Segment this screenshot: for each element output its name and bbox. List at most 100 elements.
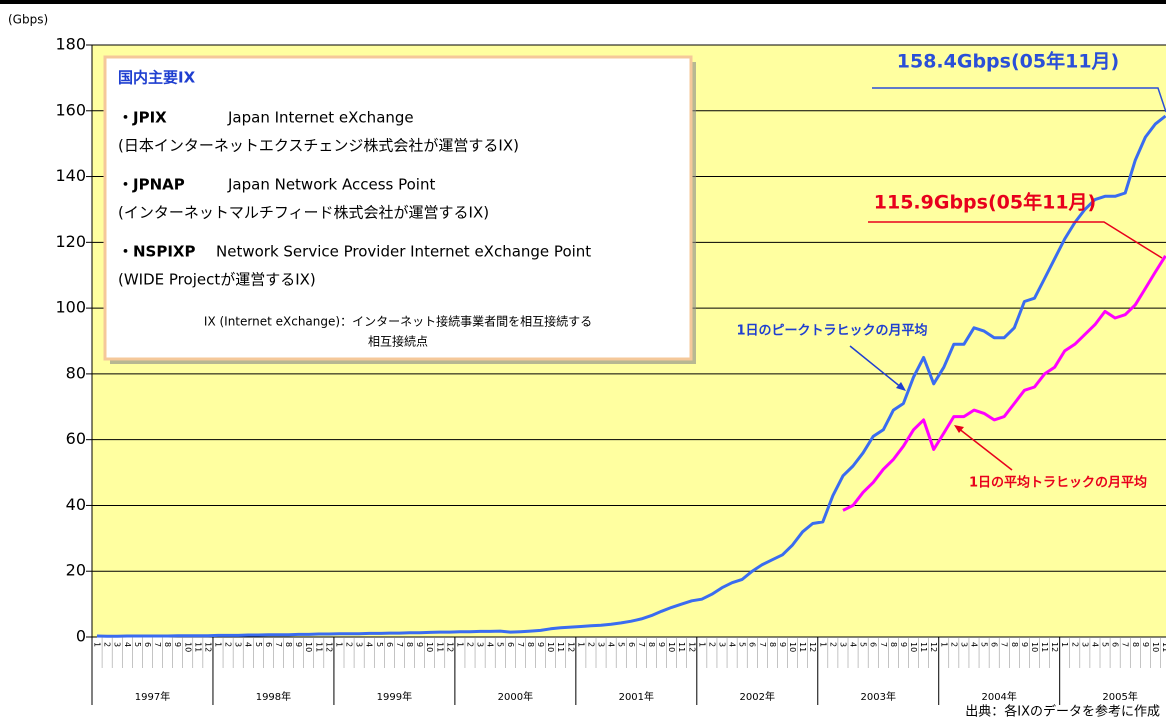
x-tick-label: 10 [1030,642,1039,652]
y-tick-label: 180 [55,35,86,54]
avg-series-label: 1日の平均トラヒックの月平均 [969,475,1147,491]
x-tick-label: 7 [758,642,767,647]
year-label: 1997年 [135,690,170,703]
x-tick-label: 1 [93,642,102,647]
x-tick-label: 8 [526,642,535,647]
x-tick-label: 8 [768,642,777,647]
x-tick-label: 6 [264,642,273,647]
x-tick-label: 6 [385,642,394,647]
x-tick-label: 11 [314,642,323,652]
x-tick-label: 2 [1070,642,1079,647]
x-tick-label: 10 [425,642,434,652]
x-tick-label: 3 [838,642,847,647]
x-tick-label: 2 [224,642,233,647]
item-abbr: ・JPIX [118,109,167,127]
x-tick-label: 2 [828,642,837,647]
x-tick-label: 7 [516,642,525,647]
item-name: Japan Internet eXchange [227,109,414,127]
x-tick-label: 7 [879,642,888,647]
x-tick-label: 9 [778,642,787,647]
y-tick-label: 40 [66,495,86,514]
x-tick-label: 9 [294,642,303,647]
x-tick-label: 6 [143,642,152,647]
x-tick-label: 6 [506,642,515,647]
x-tick-label: 9 [899,642,908,647]
x-tick-label: 3 [1080,642,1089,647]
item-operator: (インターネットマルチフィード株式会社が運営するIX) [118,204,489,222]
x-tick-label: 5 [133,642,142,647]
year-label: 2003年 [861,690,896,703]
year-label: 1998年 [256,690,291,703]
x-tick-label: 7 [153,642,162,647]
x-tick-label: 4 [970,642,979,647]
x-tick-label: 12 [1050,642,1059,652]
x-tick-label: 3 [718,642,727,647]
x-tick-label: 4 [849,642,858,647]
avg-arrow [868,221,1163,259]
x-tick-label: 4 [486,642,495,647]
x-tick-label: 8 [1010,642,1019,647]
x-tick-label: 1 [818,642,827,647]
x-tick-label: 10 [667,642,676,652]
x-tick-label: 3 [113,642,122,647]
x-tick-label: 9 [415,642,424,647]
avg-label-arrow [957,427,1013,471]
x-tick-label: 9 [657,642,666,647]
year-label: 2005年 [1102,690,1137,703]
y-tick-label: 140 [55,166,86,185]
peak-annotation: 158.4Gbps(05年11月) [897,50,1119,73]
x-tick-label: 1 [939,642,948,647]
x-tick-label: 2 [707,642,716,647]
x-tick-label: 11 [677,642,686,652]
item-operator: (WIDE Projectが運営するIX) [118,271,316,289]
x-tick-label: 10 [304,642,313,652]
x-tick-label: 12 [324,642,333,652]
x-tick-label: 10 [1151,642,1160,652]
x-tick-label: 11 [919,642,928,652]
x-tick-label: 11 [193,642,202,652]
x-tick-label: 5 [496,642,505,647]
arrow-head [896,382,906,391]
x-tick-label: 8 [647,642,656,647]
x-tick-label: 6 [869,642,878,647]
x-tick-label: 12 [203,642,212,652]
x-tick-label: 11 [1040,642,1049,652]
x-tick-label: 7 [637,642,646,647]
x-tick-label: 7 [395,642,404,647]
x-tick-label: 1 [697,642,706,647]
series-line [96,114,1166,638]
box-note: IX (Internet eXchange)：インターネット接続事業者間を相互接… [204,314,592,329]
x-tick-label: 8 [1131,642,1140,647]
x-tick-label: 9 [1141,642,1150,647]
peak-arrow [872,87,1166,113]
box-note: 相互接続点 [368,334,428,349]
x-tick-label: 1 [334,642,343,647]
avg-annotation: 115.9Gbps(05年11月) [874,191,1096,214]
x-tick-label: 2 [466,642,475,647]
x-tick-label: 11 [556,642,565,652]
x-tick-label: 6 [748,642,757,647]
peak-series-label: 1日のピークトラヒックの月平均 [736,323,927,339]
series-line [842,255,1166,512]
x-tick-label: 4 [123,642,132,647]
x-tick-label: 9 [536,642,545,647]
x-tick-label: 8 [889,642,898,647]
y-tick-label: 20 [66,561,86,580]
x-tick-label: 5 [738,642,747,647]
x-tick-label: 4 [244,642,253,647]
y-tick-label: 60 [66,429,86,448]
x-tick-label: 1 [576,642,585,647]
x-tick-label: 12 [929,642,938,652]
x-tick-label: 3 [959,642,968,647]
year-label: 2002年 [740,690,775,703]
peak-label-arrow [849,345,903,389]
item-abbr: ・NSPIXP [118,243,196,261]
x-tick-label: 10 [788,642,797,652]
x-tick-label: 7 [274,642,283,647]
y-tick-label: 100 [55,298,86,317]
y-tick-label: 80 [66,363,86,382]
x-tick-label: 7 [1000,642,1009,647]
x-tick-label: 5 [375,642,384,647]
x-tick-label: 6 [627,642,636,647]
x-tick-label: 8 [284,642,293,647]
